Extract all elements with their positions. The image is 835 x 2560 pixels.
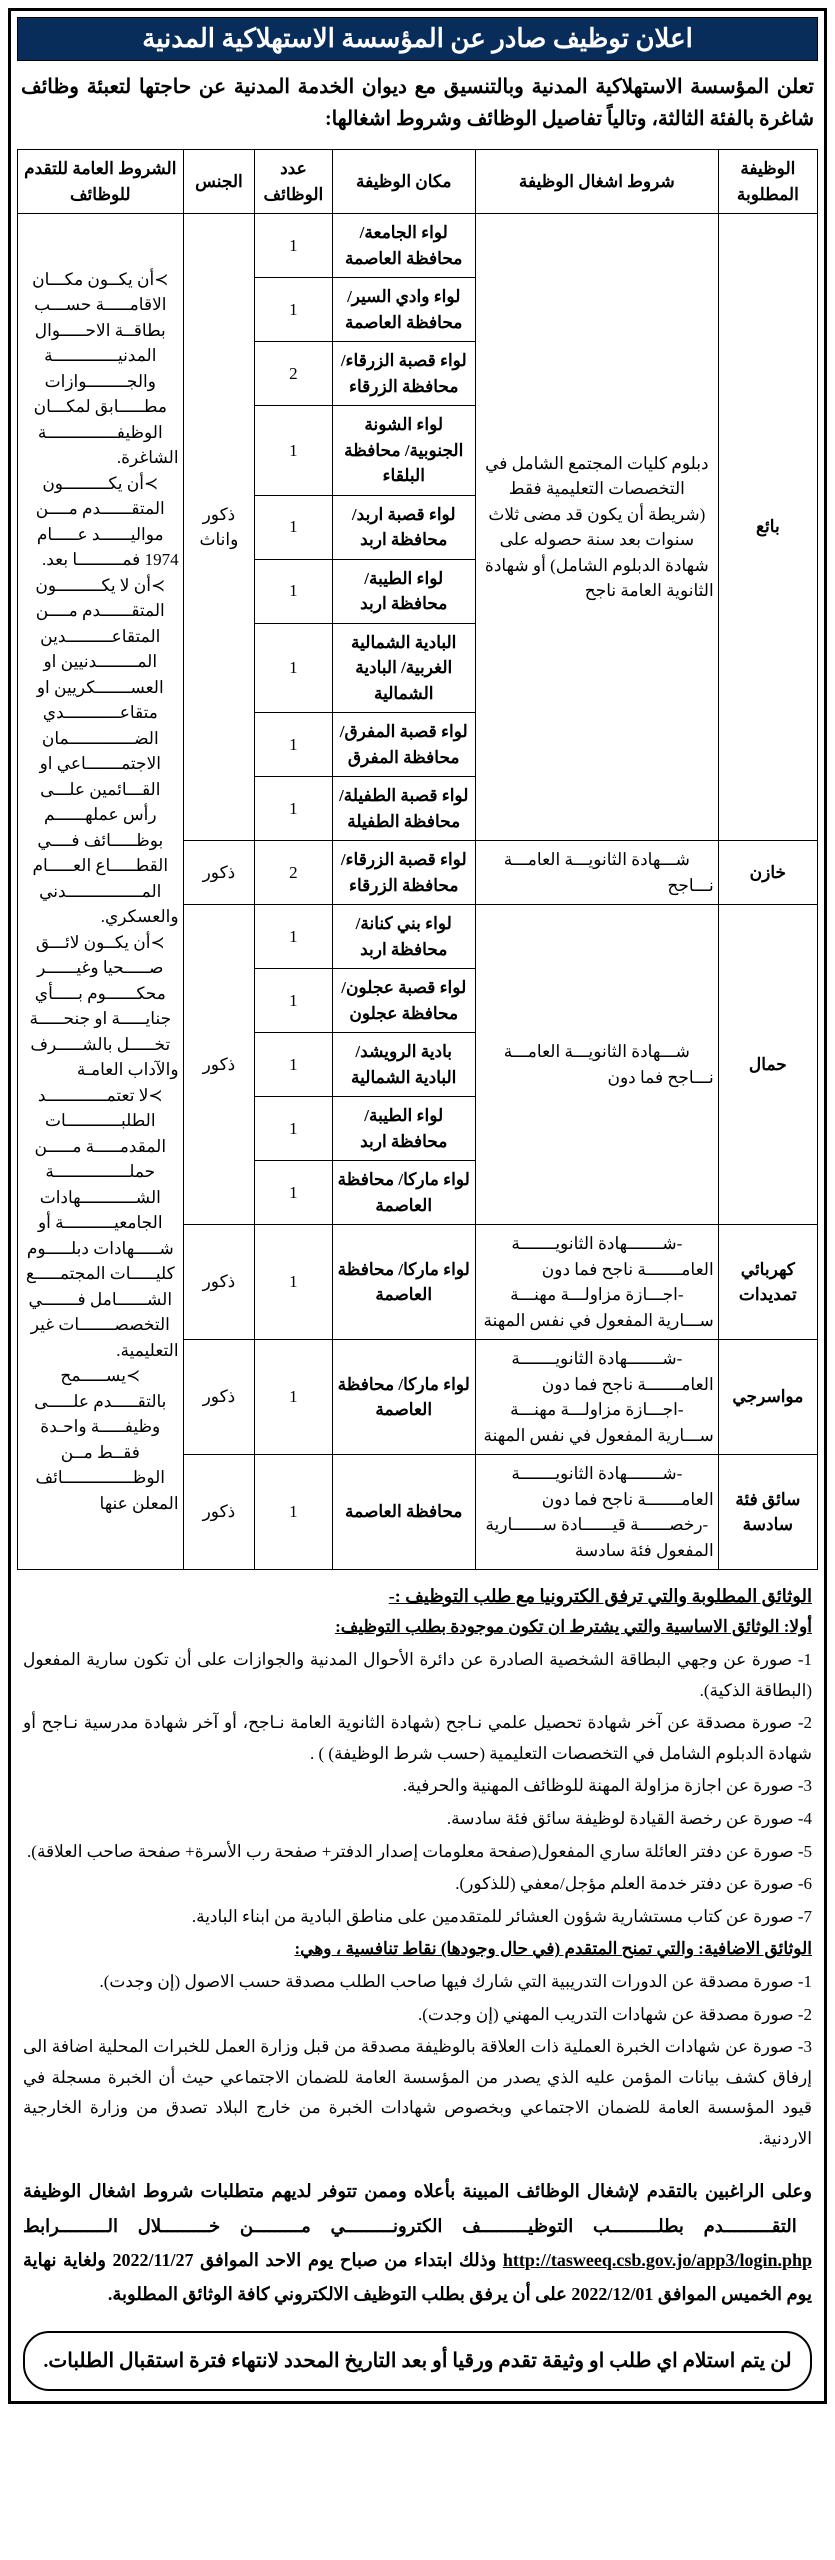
- gender-cell: ذكور: [183, 841, 255, 905]
- job-condition-cell: دبلوم كليات المجتمع الشامل في التخصصات ا…: [475, 214, 718, 841]
- count-cell: 1: [255, 1161, 332, 1225]
- job-title-cell: مواسرجي: [718, 1340, 817, 1455]
- gender-cell: ذكور: [183, 1455, 255, 1570]
- job-title-cell: خازن: [718, 841, 817, 905]
- count-cell: 1: [255, 1225, 332, 1340]
- location-cell: محافظة العاصمة: [332, 1455, 475, 1570]
- location-cell: لواء قصبة اربد/ محافظة اربد: [332, 495, 475, 559]
- location-cell: لواء قصبة المفرق/ محافظة المفرق: [332, 713, 475, 777]
- doc-basic-item: 3- صورة عن اجازة مزاولة المهنة للوظائف ا…: [23, 1771, 812, 1802]
- count-cell: 1: [255, 713, 332, 777]
- location-cell: لواء الشونة الجنوبية/ محافظة البلقاء: [332, 406, 475, 496]
- location-cell: لواء قصبة الزرقاء/ محافظة الزرقاء: [332, 342, 475, 406]
- doc-extra-item: 3- صورة عن شهادات الخبرة العملية ذات الع…: [23, 2032, 812, 2154]
- doc-basic-item: 1- صورة عن وجهي البطاقة الشخصية الصادرة …: [23, 1645, 812, 1706]
- doc-basic-item: 2- صورة مصدقة عن آخر شهادة تحصيل علمي نـ…: [23, 1708, 812, 1769]
- count-cell: 1: [255, 1097, 332, 1161]
- doc-extra-item: 1- صورة مصدقة عن الدورات التدريبية التي …: [23, 1967, 812, 1998]
- docs-heading: الوثائق المطلوبة والتي ترفق الكترونيا مع…: [23, 1580, 812, 1612]
- jobs-table: الوظيفة المطلوبة شروط اشغال الوظيفة مكان…: [17, 149, 818, 1570]
- location-cell: لواء الطيبة/ محافظة اربد: [332, 1097, 475, 1161]
- count-cell: 2: [255, 342, 332, 406]
- count-cell: 1: [255, 559, 332, 623]
- doc-basic-item: 4- صورة عن رخصة القيادة لوظيفة سائق فئة …: [23, 1804, 812, 1835]
- intro-paragraph: تعلن المؤسسة الاستهلاكية المدنية وبالتنس…: [17, 61, 818, 149]
- job-condition-cell: -شـــــــهادة الثانويـــــــة العامـــــ…: [475, 1455, 718, 1570]
- document-frame: اعلان توظيف صادر عن المؤسسة الاستهلاكية …: [8, 8, 827, 2404]
- count-cell: 1: [255, 1340, 332, 1455]
- location-cell: لواء ماركا/ محافظة العاصمة: [332, 1161, 475, 1225]
- count-cell: 1: [255, 1033, 332, 1097]
- apply-paragraph: وعلى الراغبين بالتقدم لإشغال الوظائف الم…: [17, 2166, 818, 2319]
- apply-link[interactable]: http://tasweeq.csb.gov.jo/app3/login.php: [503, 2250, 812, 2270]
- job-condition-cell: شـــهادة الثانويـــة العامـــة نـــاجح ف…: [475, 905, 718, 1225]
- job-title-cell: بائع: [718, 214, 817, 841]
- doc-extra-item: 2- صورة مصدقة عن شهادات التدريب المهني (…: [23, 2000, 812, 2031]
- location-cell: لواء قصبة الزرقاء/ محافظة الزرقاء: [332, 841, 475, 905]
- apply-text-1: وعلى الراغبين بالتقدم لإشغال الوظائف الم…: [23, 2181, 812, 2235]
- count-cell: 1: [255, 406, 332, 496]
- count-cell: 1: [255, 969, 332, 1033]
- job-condition-cell: شـــهادة الثانويـــة العامـــة نـــاجح: [475, 841, 718, 905]
- count-cell: 2: [255, 841, 332, 905]
- doc-basic-item: 7- صورة عن كتاب مستشارية شؤون العشائر لل…: [23, 1902, 812, 1933]
- th-job: الوظيفة المطلوبة: [718, 150, 817, 214]
- count-cell: 1: [255, 214, 332, 278]
- job-title-cell: كهربائي تمديدات: [718, 1225, 817, 1340]
- th-loc: مكان الوظيفة: [332, 150, 475, 214]
- count-cell: 1: [255, 495, 332, 559]
- location-cell: لواء قصبة الطفيلة/ محافظة الطفيلة: [332, 777, 475, 841]
- job-condition-cell: -شـــــــهادة الثانويـــــــة العامـــــ…: [475, 1225, 718, 1340]
- gender-cell: ذكور: [183, 1340, 255, 1455]
- count-cell: 1: [255, 278, 332, 342]
- job-title-cell: سائق فئة سادسة: [718, 1455, 817, 1570]
- location-cell: البادية الشمالية الغربية/ البادية الشمال…: [332, 623, 475, 713]
- location-cell: لواء الجامعة/ محافظة العاصمة: [332, 214, 475, 278]
- location-cell: لواء ماركا/ محافظة العاصمة: [332, 1340, 475, 1455]
- count-cell: 1: [255, 1455, 332, 1570]
- count-cell: 1: [255, 623, 332, 713]
- deadline-notice: لن يتم استلام اي طلب او وثيقة تقدم ورقيا…: [23, 2331, 812, 2391]
- location-cell: لواء قصبة عجلون/ محافظة عجلون: [332, 969, 475, 1033]
- th-req: الشروط العامة للتقدم للوظائف: [18, 150, 184, 214]
- docs-sub-basic: أولا: الوثائق الاساسية والتي يشترط ان تك…: [23, 1612, 812, 1643]
- location-cell: لواء وادي السير/ محافظة العاصمة: [332, 278, 475, 342]
- job-condition-cell: -شـــــــهادة الثانويـــــــة العامـــــ…: [475, 1340, 718, 1455]
- gender-cell: ذكور: [183, 905, 255, 1225]
- th-cond: شروط اشغال الوظيفة: [475, 150, 718, 214]
- required-documents: الوثائق المطلوبة والتي ترفق الكترونيا مع…: [17, 1570, 818, 2166]
- gender-cell: ذكور: [183, 1225, 255, 1340]
- location-cell: بادية الرويشد/ البادية الشمالية: [332, 1033, 475, 1097]
- doc-basic-item: 6- صورة عن دفتر خدمة العلم مؤجل/معفي (لل…: [23, 1869, 812, 1900]
- th-gen: الجنس: [183, 150, 255, 214]
- table-header-row: الوظيفة المطلوبة شروط اشغال الوظيفة مكان…: [18, 150, 818, 214]
- location-cell: لواء الطيبة/ محافظة اربد: [332, 559, 475, 623]
- location-cell: لواء بني كنانة/ محافظة اربد: [332, 905, 475, 969]
- job-title-cell: حمال: [718, 905, 817, 1225]
- th-num: عدد الوظائف: [255, 150, 332, 214]
- table-row: بائعدبلوم كليات المجتمع الشامل في التخصص…: [18, 214, 818, 278]
- count-cell: 1: [255, 905, 332, 969]
- general-requirements-cell: ≻أن يكــون مكـــان الاقامـــــة حســـب ب…: [18, 214, 184, 1570]
- count-cell: 1: [255, 777, 332, 841]
- gender-cell: ذكور واناث: [183, 214, 255, 841]
- location-cell: لواء ماركا/ محافظة العاصمة: [332, 1225, 475, 1340]
- docs-sub-extra: الوثائق الاضافية: والتي تمنح المتقدم (في…: [23, 1934, 812, 1965]
- doc-basic-item: 5- صورة عن دفتر العائلة ساري المفعول(صفح…: [23, 1837, 812, 1868]
- announcement-title: اعلان توظيف صادر عن المؤسسة الاستهلاكية …: [17, 17, 818, 61]
